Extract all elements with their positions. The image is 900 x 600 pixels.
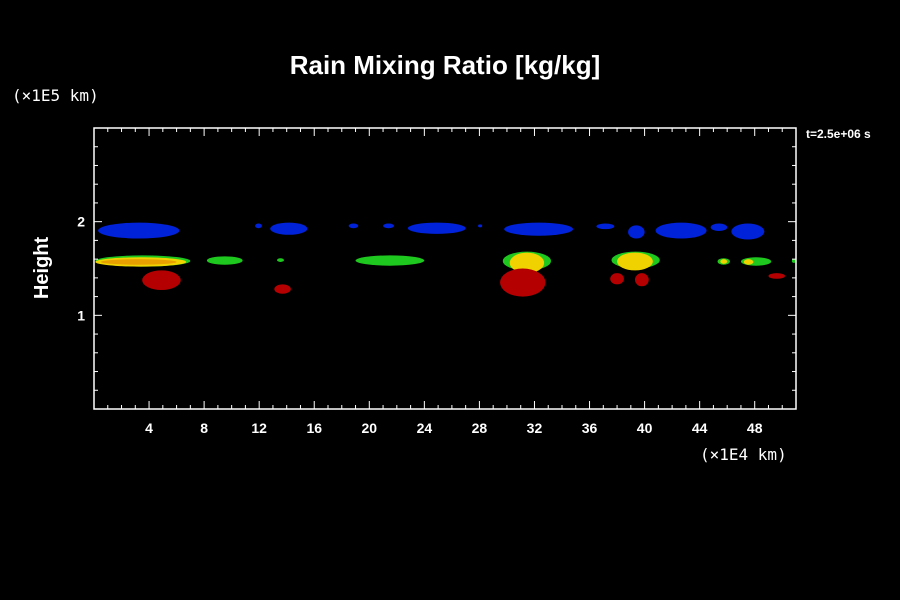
region-blue-6 <box>478 224 483 228</box>
plot-frame <box>93 127 797 410</box>
region-blue-12 <box>731 223 765 240</box>
region-red-32 <box>634 273 649 287</box>
x-tick-label-36: 36 <box>582 420 598 436</box>
region-green-15 <box>277 258 284 262</box>
chart-title: Rain Mixing Ratio [kg/kg] <box>290 50 601 80</box>
region-red-29 <box>274 284 291 294</box>
region-yellow-25 <box>720 259 728 264</box>
y-axis-label: Height <box>31 237 53 300</box>
x-tick-label-12: 12 <box>251 420 267 436</box>
y-tick-label-1: 1 <box>77 307 85 323</box>
time-label: t=2.5e+06 s <box>806 127 871 141</box>
region-yellow-24 <box>617 252 653 271</box>
region-blue-9 <box>628 225 645 239</box>
contour-regions <box>95 222 796 297</box>
region-green-16 <box>355 255 425 266</box>
x-tick-label-4: 4 <box>145 420 153 436</box>
region-blue-0 <box>98 222 180 239</box>
x-tick-label-40: 40 <box>637 420 653 436</box>
x-unit-label: (×1E4 km) <box>700 445 787 464</box>
x-tick-label-48: 48 <box>747 420 763 436</box>
region-blue-8 <box>596 223 615 230</box>
region-red-31 <box>610 273 624 285</box>
region-green-21 <box>791 259 796 263</box>
y-unit-label: (×1E5 km) <box>12 86 99 105</box>
x-tick-label-8: 8 <box>200 420 208 436</box>
region-yellow-26 <box>743 259 754 265</box>
region-orange-27 <box>100 259 177 265</box>
x-tick-label-24: 24 <box>417 420 433 436</box>
region-blue-3 <box>348 223 359 229</box>
x-tick-label-44: 44 <box>692 420 708 436</box>
region-blue-7 <box>504 222 574 236</box>
region-blue-1 <box>255 223 262 229</box>
x-tick-label-32: 32 <box>527 420 543 436</box>
x-tick-label-20: 20 <box>362 420 378 436</box>
region-green-14 <box>206 256 243 265</box>
region-blue-5 <box>407 222 466 234</box>
region-blue-2 <box>270 222 308 235</box>
region-red-33 <box>768 273 785 279</box>
region-blue-10 <box>655 222 707 239</box>
y-tick-label-2: 2 <box>77 214 85 230</box>
region-blue-11 <box>710 223 728 232</box>
region-red-30 <box>500 268 546 297</box>
region-red-28 <box>142 270 181 291</box>
x-tick-label-28: 28 <box>472 420 488 436</box>
region-yellow-23 <box>509 252 545 274</box>
x-tick-label-16: 16 <box>306 420 322 436</box>
region-blue-4 <box>383 223 395 229</box>
